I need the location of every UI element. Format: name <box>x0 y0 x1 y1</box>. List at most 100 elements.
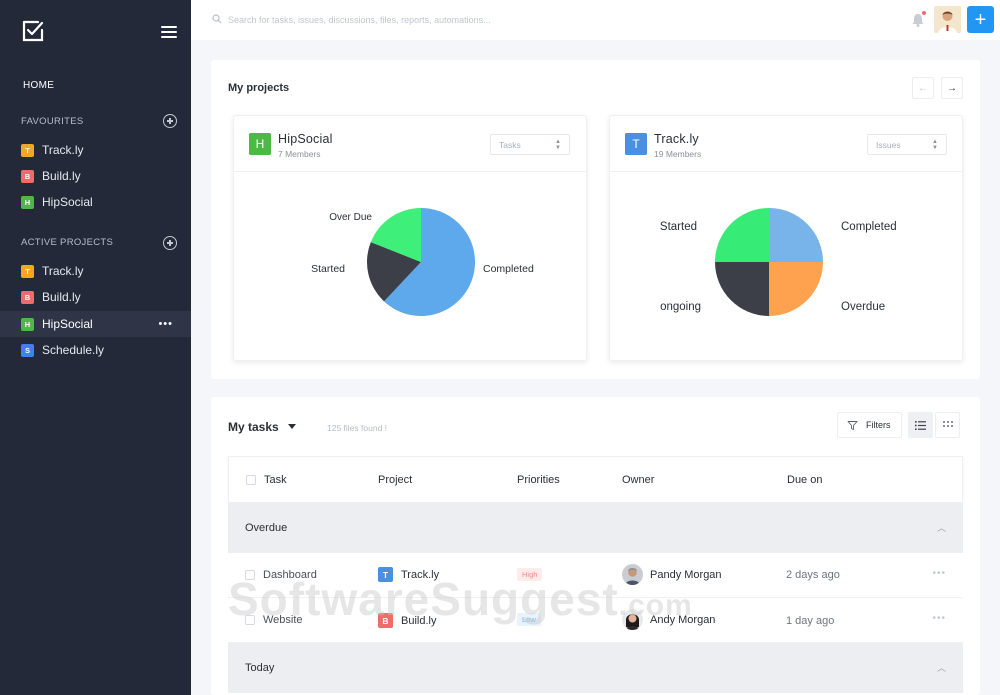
owner-name: Pandy Morgan <box>650 569 722 581</box>
due-date: 2 days ago <box>786 569 840 581</box>
add-project-icon[interactable] <box>163 236 177 250</box>
project-badge-icon: H <box>21 317 34 331</box>
chart-type-value: Issues <box>876 139 901 150</box>
active-item-trackly[interactable]: T Track.ly <box>0 258 191 284</box>
favourite-item-label: Build.ly <box>42 169 81 183</box>
project-badge-icon: B <box>21 290 34 304</box>
tasks-panel: My tasks 125 files found ! Filters Task … <box>211 397 980 695</box>
table-row[interactable]: Website B Build.ly Low Andy Morgan 1 day… <box>228 598 963 643</box>
project-card-hipsocial[interactable]: H HipSocial 7 Members Tasks ▲ ▼ Completed… <box>233 115 587 361</box>
column-owner[interactable]: Owner <box>622 474 655 486</box>
pie-slice-ongoing[interactable] <box>715 262 769 316</box>
select-all-checkbox[interactable] <box>246 475 256 485</box>
tasks-dropdown-caret-icon[interactable] <box>288 424 296 429</box>
search-icon <box>212 14 222 24</box>
collapse-caret-icon[interactable]: ︿ <box>936 523 946 533</box>
table-row[interactable]: Dashboard T Track.ly High Pandy Morgan 2… <box>228 553 963 598</box>
notification-bell-icon[interactable] <box>910 12 926 28</box>
add-new-button[interactable]: + <box>967 6 994 33</box>
select-caret-icon: ▲ ▼ <box>932 139 938 151</box>
chart-type-select[interactable]: Tasks ▲ ▼ <box>490 134 570 155</box>
filters-button[interactable]: Filters <box>837 412 902 438</box>
user-avatar[interactable] <box>934 6 961 33</box>
row-checkbox[interactable] <box>245 615 255 625</box>
pie-slice-started[interactable] <box>367 242 421 302</box>
pie-slice-overdue[interactable] <box>769 262 823 316</box>
row-more-icon[interactable]: ••• <box>932 568 946 579</box>
active-item-label: Build.ly <box>42 290 81 304</box>
nav-home[interactable]: HOME <box>23 80 55 91</box>
project-members: 19 Members <box>654 149 702 159</box>
menu-toggle-icon[interactable] <box>161 26 177 38</box>
priority-badge: High <box>517 568 543 581</box>
active-item-label: Track.ly <box>42 264 84 278</box>
project-name: HipSocial <box>278 132 333 146</box>
project-badge-icon: T <box>21 264 34 278</box>
list-view-toggle[interactable] <box>908 412 933 438</box>
projects-panel: My projects ← → H HipSocial 7 Members Ta… <box>211 60 980 379</box>
project-badge-icon: S <box>21 343 34 357</box>
table-header: Task Project Priorities Owner Due on <box>228 456 963 503</box>
favourite-item-buildly[interactable]: B Build.ly <box>0 163 191 189</box>
active-projects-label: ACTIVE PROJECTS <box>21 237 114 248</box>
project-name: Track.ly <box>401 569 440 581</box>
notification-dot <box>922 11 926 15</box>
pie-slice-started[interactable] <box>715 208 769 262</box>
active-item-label: HipSocial <box>42 317 93 331</box>
more-options-icon[interactable]: ••• <box>158 318 173 330</box>
group-overdue[interactable]: Overdue ︿ <box>228 503 963 553</box>
filters-label: Filters <box>866 420 891 430</box>
owner-avatar <box>622 564 643 585</box>
grid-view-toggle[interactable] <box>935 412 960 438</box>
column-project[interactable]: Project <box>378 474 413 486</box>
column-priorities[interactable]: Priorities <box>517 474 560 486</box>
row-checkbox[interactable] <box>245 570 255 580</box>
add-favourite-icon[interactable] <box>163 114 177 128</box>
collapse-caret-icon[interactable]: ︿ <box>936 663 946 673</box>
favourites-label: FAVOURITES <box>21 116 84 127</box>
pie-slice-completed[interactable] <box>769 208 823 262</box>
projects-next-button[interactable]: → <box>941 77 963 99</box>
active-item-schedulely[interactable]: S Schedule.ly <box>0 337 191 363</box>
search-input[interactable] <box>228 11 608 29</box>
pie-slice-completed[interactable] <box>384 208 475 316</box>
column-due[interactable]: Due on <box>787 474 823 486</box>
pie-label: Started <box>660 221 697 233</box>
project-badge-icon: T <box>21 143 34 157</box>
pie-chart: Completed Started Over Due <box>311 208 534 316</box>
top-bar: + <box>191 0 1000 40</box>
project-badge-icon: H <box>249 133 271 155</box>
project-name: Build.ly <box>401 615 437 627</box>
favourite-item-trackly[interactable]: T Track.ly <box>0 137 191 163</box>
pie-slice-over-due[interactable] <box>370 208 421 262</box>
active-item-label: Schedule.ly <box>42 343 105 357</box>
favourite-item-hipsocial[interactable]: H HipSocial <box>0 189 191 215</box>
filter-icon <box>847 421 858 430</box>
column-task[interactable]: Task <box>264 474 287 486</box>
project-name: Track.ly <box>654 132 699 146</box>
files-found-count: 125 files found ! <box>327 423 388 433</box>
pie-label: Started <box>311 263 345 275</box>
app-logo-icon[interactable] <box>21 19 45 43</box>
active-item-hipsocial[interactable]: H HipSocial ••• <box>0 311 191 337</box>
chart-type-select[interactable]: Issues ▲ ▼ <box>867 134 947 155</box>
pie-label: Overdue <box>841 301 885 313</box>
project-badge-icon: T <box>378 567 393 582</box>
active-item-buildly[interactable]: B Build.ly <box>0 284 191 310</box>
chart-type-value: Tasks <box>499 139 521 150</box>
tasks-title[interactable]: My tasks <box>228 420 279 434</box>
owner-avatar <box>622 609 643 630</box>
project-card-trackly[interactable]: T Track.ly 19 Members Issues ▲ ▼ Complete… <box>609 115 963 361</box>
group-today[interactable]: Today ︿ <box>228 643 963 693</box>
card-header: H HipSocial 7 Members Tasks ▲ ▼ <box>234 116 586 172</box>
select-caret-icon: ▲ ▼ <box>555 139 561 151</box>
due-date: 1 day ago <box>786 615 835 627</box>
row-more-icon[interactable]: ••• <box>932 613 946 624</box>
task-name[interactable]: Website <box>263 614 303 626</box>
task-name[interactable]: Dashboard <box>263 569 317 581</box>
projects-prev-button[interactable]: ← <box>912 77 934 99</box>
project-badge-icon: B <box>378 613 393 628</box>
pie-label: Completed <box>841 221 897 233</box>
project-badge-icon: T <box>625 133 647 155</box>
group-label: Today <box>245 662 275 674</box>
